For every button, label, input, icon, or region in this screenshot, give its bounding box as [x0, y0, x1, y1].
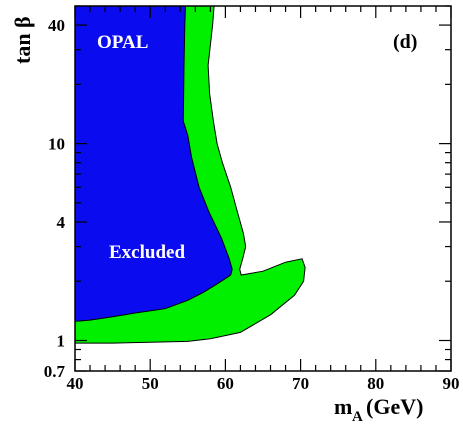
- tick-labels: 40 50 60 70 80 90 0.7 1 4 10 40: [44, 16, 460, 393]
- exclusion-regions: [75, 6, 306, 344]
- experiment-label: OPAL: [97, 32, 148, 53]
- x-axis-title-main: m: [334, 394, 352, 419]
- y-tick-label: 1: [57, 332, 66, 351]
- x-tick-label: 80: [367, 374, 384, 393]
- x-tick-label: 90: [443, 374, 460, 393]
- x-tick-label: 70: [292, 374, 309, 393]
- x-tick-label: 50: [142, 374, 159, 393]
- excluded-region-label: Excluded: [109, 242, 185, 263]
- region-excluded: [75, 6, 233, 322]
- y-tick-label: 0.7: [44, 362, 66, 381]
- plot-frame: [74, 5, 452, 372]
- panel-label: (d): [393, 31, 417, 53]
- x-axis-title-subscript: A: [352, 409, 363, 425]
- y-axis-title: tan β: [10, 16, 35, 64]
- axis-ticks: [74, 5, 452, 372]
- y-tick-label: 40: [48, 16, 65, 35]
- y-tick-label: 10: [48, 135, 65, 154]
- x-tick-label: 40: [67, 374, 84, 393]
- y-tick-label: 4: [57, 213, 66, 232]
- x-tick-label: 60: [217, 374, 234, 393]
- x-axis-title-unit: (GeV): [366, 394, 423, 419]
